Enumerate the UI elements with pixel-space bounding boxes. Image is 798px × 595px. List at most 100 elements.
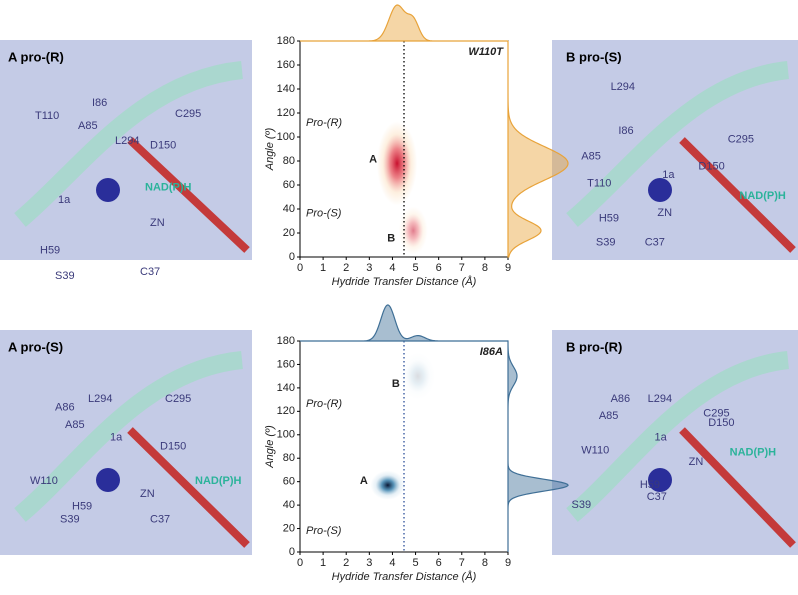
y-axis-label: Angle (º) <box>264 127 276 171</box>
density-peak <box>398 206 428 255</box>
marginal-y <box>507 340 569 552</box>
y-tick-label: 180 <box>277 35 295 47</box>
residue-label: NAD(P)H <box>739 190 785 202</box>
x-tick-label: 3 <box>366 262 372 274</box>
y-tick-label: 60 <box>283 476 295 488</box>
residue-label: H59 <box>599 213 619 225</box>
x-tick-label: 4 <box>389 557 395 569</box>
region-label: Pro-(R) <box>306 398 342 410</box>
x-tick-label: 9 <box>505 262 511 274</box>
residue-label: T110 <box>587 177 611 189</box>
residue-label: 1a <box>110 432 123 444</box>
residue-label: NAD(P)H <box>730 446 776 458</box>
y-tick-label: 120 <box>277 107 295 119</box>
residue-label: I86 <box>618 125 633 137</box>
y-tick-label: 0 <box>289 546 295 558</box>
peak-label: A <box>369 153 377 165</box>
peak-label: A <box>360 475 368 487</box>
residue-label: D150 <box>160 440 186 452</box>
panel-title: A pro-(S) <box>8 339 63 354</box>
x-tick-label: 4 <box>389 262 395 274</box>
y-tick-label: 100 <box>277 429 295 441</box>
residue-label: D150 <box>698 160 724 172</box>
residue-label: C37 <box>645 236 665 248</box>
y-tick-label: 60 <box>283 179 295 191</box>
x-tick-label: 7 <box>459 262 465 274</box>
residue-label: C37 <box>647 491 667 503</box>
residue-label: 1a <box>58 194 71 206</box>
residue-label: L294 <box>115 135 139 147</box>
peak-label: B <box>387 233 395 245</box>
residue-label: D150 <box>708 417 734 429</box>
y-tick-label: 160 <box>277 358 295 370</box>
x-axis-label: Hydride Transfer Distance (Å) <box>332 275 477 288</box>
density-peak <box>370 470 406 500</box>
y-tick-label: 80 <box>283 155 295 167</box>
residue-label: A85 <box>599 410 619 422</box>
marginal-y <box>507 41 569 258</box>
residue-label: NAD(P)H <box>145 181 191 193</box>
panel-title: A pro-(R) <box>8 49 64 64</box>
residue-label: W110 <box>30 475 58 487</box>
residue-label: H59 <box>72 501 92 513</box>
residue-label: A85 <box>581 150 601 162</box>
marginal-x <box>300 4 508 42</box>
y-tick-label: 0 <box>289 251 295 263</box>
zinc <box>96 468 120 492</box>
x-tick-label: 8 <box>482 557 488 569</box>
x-tick-label: 3 <box>366 557 372 569</box>
y-tick-label: 40 <box>283 203 295 215</box>
peak-label: B <box>392 378 400 390</box>
ribbon <box>566 61 790 227</box>
x-tick-label: 6 <box>436 262 442 274</box>
residue-label: 1a <box>655 432 668 444</box>
region-label: Pro-(R) <box>306 117 342 129</box>
y-tick-label: 140 <box>277 83 295 95</box>
zinc <box>648 468 672 492</box>
y-tick-label: 20 <box>283 522 295 534</box>
residue-label: S39 <box>55 270 75 282</box>
residue-label: S39 <box>596 236 616 248</box>
residue-label: T110 <box>35 110 59 122</box>
chart-title: W110T <box>468 46 504 58</box>
residue-label: C37 <box>150 514 170 526</box>
residue-label: C295 <box>165 393 191 405</box>
x-tick-label: 8 <box>482 262 488 274</box>
x-tick-label: 9 <box>505 557 511 569</box>
zinc <box>96 178 120 202</box>
x-tick-label: 1 <box>320 557 326 569</box>
ribbon <box>566 351 790 522</box>
y-tick-label: 20 <box>283 227 295 239</box>
residue-label: L294 <box>88 393 112 405</box>
x-tick-label: 0 <box>297 557 303 569</box>
residue-label: 1a <box>662 169 675 181</box>
x-tick-label: 2 <box>343 262 349 274</box>
ligand <box>679 137 796 253</box>
residue-label: C295 <box>175 108 201 120</box>
x-tick-label: 2 <box>343 557 349 569</box>
residue-label: NAD(P)H <box>195 475 241 487</box>
x-tick-label: 1 <box>320 262 326 274</box>
residue-label: S39 <box>60 514 80 526</box>
y-tick-label: 100 <box>277 131 295 143</box>
x-tick-label: 5 <box>412 262 418 274</box>
residue-label: A86 <box>611 393 631 405</box>
residue-label: ZN <box>140 488 155 500</box>
panel-title: B pro-(S) <box>566 49 622 64</box>
region-label: Pro-(S) <box>306 208 342 220</box>
residue-label: D150 <box>150 139 176 151</box>
density-peak <box>376 121 418 206</box>
x-tick-label: 0 <box>297 262 303 274</box>
residue-label: S39 <box>572 499 592 511</box>
density-peak <box>400 352 436 400</box>
marginal-x <box>300 304 508 342</box>
ligand <box>127 137 250 253</box>
residue-label: C295 <box>703 408 729 420</box>
y-tick-label: 160 <box>277 59 295 71</box>
ribbon <box>14 351 244 522</box>
residue-label: W110 <box>581 445 609 457</box>
residue-label: C295 <box>728 133 754 145</box>
residue-label: L294 <box>611 81 635 93</box>
y-axis-label: Angle (º) <box>264 425 276 469</box>
